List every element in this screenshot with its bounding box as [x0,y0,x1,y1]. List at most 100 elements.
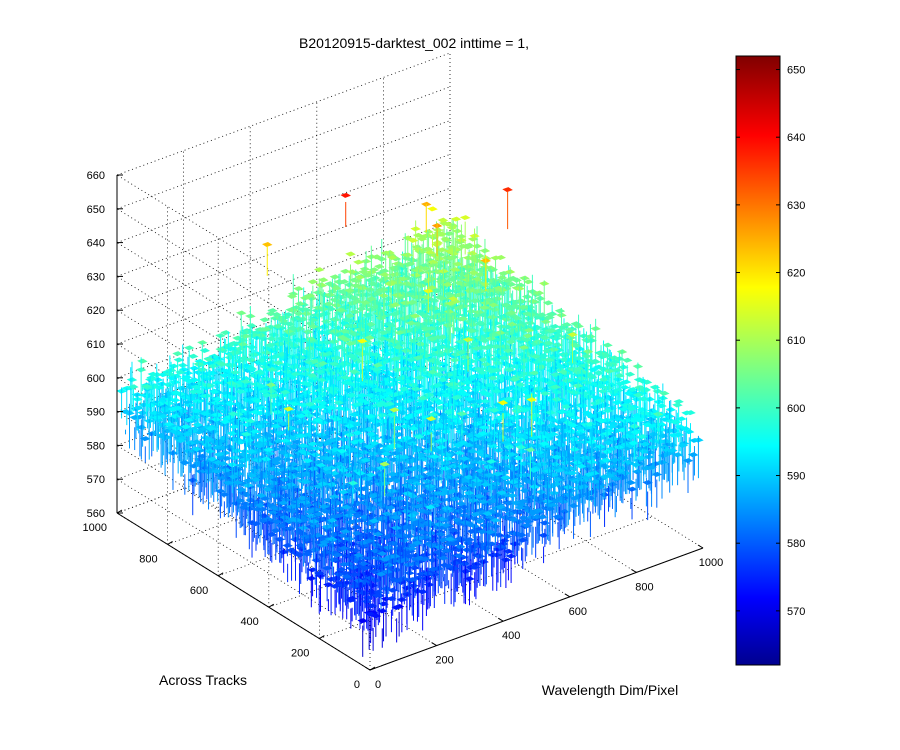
surface-cell [377,336,388,342]
surface-cell [356,392,368,399]
surface-cell [409,313,421,319]
surface-cell [316,404,327,410]
surface-cell [207,456,218,462]
grid-line [116,445,371,603]
surface-cell [191,408,202,414]
surface-cell [267,308,278,314]
surface-cell [221,455,232,461]
surface-cell [378,330,390,336]
surface-cell [229,369,241,375]
surface-cell [202,382,214,388]
surface-cell [228,474,239,480]
surface-cell [432,227,443,233]
surface-cell [217,461,229,467]
surface-cell [246,323,257,329]
grid-line [116,208,371,367]
surface-cell [227,395,238,401]
surface-cell [344,340,356,347]
surface-cell [379,272,390,278]
surface-cell [271,460,282,466]
surface-cell [247,332,259,338]
surface-cell [128,384,139,390]
surface-cell [219,419,231,425]
surface-cell [372,362,383,368]
grid-line [116,174,371,333]
surface-cell [437,217,449,223]
surface-cell [308,323,319,330]
surface-cell [278,421,290,427]
surface-cell [280,438,291,444]
surface-cell [335,307,346,313]
surface-cell [250,477,262,483]
surface-cell [182,431,193,437]
surface-cell [262,411,274,417]
surface-cell [176,385,187,391]
surface-cell [236,310,247,316]
surface-cell [260,326,272,332]
surface-cell [425,325,437,331]
surface-cell [175,369,186,375]
surface-cell [366,296,377,302]
surface-cell [303,381,314,387]
surface-cell [170,397,181,403]
surface-cell [474,272,486,278]
surface-cell [392,261,403,267]
surface-cell [346,353,357,359]
surface-cell [252,398,263,404]
surface-cell [264,342,276,348]
surface-cell [356,306,367,312]
surface-cell [254,502,266,508]
surface-cell [305,336,316,342]
surface-cell [331,285,342,291]
surface-cell [305,293,316,299]
surface-cell [314,369,326,375]
surface-cell [232,480,243,486]
surface-cell [203,356,215,362]
surface-cell [311,398,322,404]
surface-cell [266,388,278,394]
surface-cell [295,433,307,439]
surface-cell [170,413,181,419]
surface-cell [246,448,257,455]
surface-cell [183,417,194,423]
surface-cell [418,299,430,305]
surface-cell [523,279,534,285]
surface-cell [346,392,357,398]
surface-cell [295,413,307,419]
surface-cell [472,276,483,282]
surface-cell [215,405,227,411]
surface-cell [406,320,417,326]
surface-cell [427,259,439,265]
surface-cell [403,261,415,267]
surface-cell [364,277,376,283]
surface-cell [390,356,402,362]
grid-line [116,242,371,400]
surface-cell [388,265,399,271]
surface-cell [266,336,277,342]
surface-cell [339,374,351,381]
surface-cell [290,371,301,377]
surface-cell [325,405,337,411]
surface-cell [279,389,291,395]
surface-cell [387,255,398,261]
surface-cell [267,509,279,516]
surface-cell [175,438,187,444]
surface-cell [246,473,258,479]
surface-cell [316,377,327,383]
surface-cell [410,272,422,278]
surface-cell [407,237,419,243]
surface-cell [261,392,273,398]
surface-cell [229,424,240,430]
surface-cell [228,340,239,346]
surface-cell [293,310,304,317]
surface-cell [286,293,298,299]
surface-cell [413,246,424,253]
surface-cell [281,456,293,463]
surface-cell [272,456,283,462]
surface-cell [298,443,310,449]
surface-cell [419,266,431,272]
surface-cell [172,405,184,411]
surface-cell [235,462,247,469]
surface-cell [284,321,295,327]
surface-cell [462,244,474,250]
